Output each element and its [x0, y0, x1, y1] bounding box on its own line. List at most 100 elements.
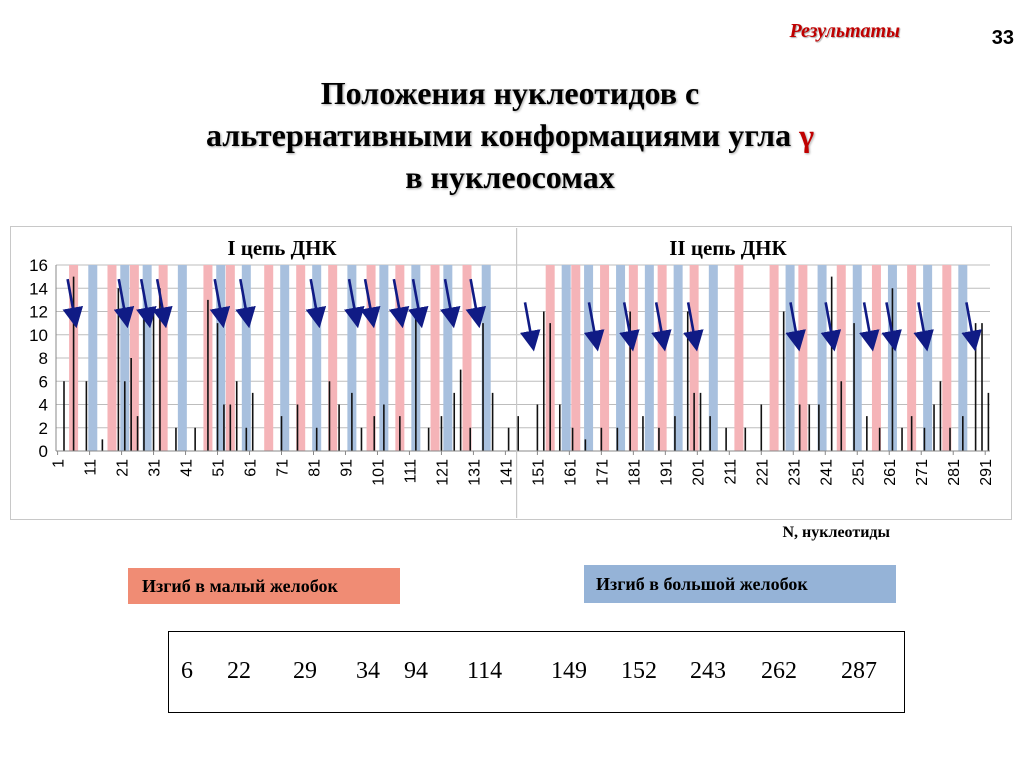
y-tick-label: 16 — [29, 256, 48, 275]
position-arrow — [820, 302, 842, 352]
major-groove-stripe — [177, 265, 187, 451]
data-bar — [962, 416, 964, 451]
data-bar — [699, 392, 702, 451]
position-arrow — [859, 302, 880, 352]
minor-groove-stripe — [628, 265, 638, 451]
x-tick-label: 131 — [466, 459, 483, 486]
position-value: 152 — [621, 658, 657, 684]
data-bar — [245, 427, 248, 451]
data-bar — [469, 427, 472, 451]
page-number: 33 — [991, 27, 1014, 49]
data-bar — [280, 416, 283, 451]
x-tick-label: 171 — [594, 459, 611, 486]
position-arrow — [360, 278, 381, 329]
data-bar — [558, 404, 561, 451]
data-bar — [693, 392, 695, 451]
data-bar — [949, 427, 951, 451]
y-tick-label: 8 — [39, 349, 48, 368]
major-groove-stripe — [216, 265, 226, 451]
x-tick-label: 81 — [306, 459, 323, 477]
data-bar — [709, 416, 711, 451]
minor-groove-stripe — [430, 265, 440, 451]
y-tick-label: 12 — [29, 303, 48, 322]
major-groove-stripe — [708, 265, 718, 451]
x-tick-label: 231 — [786, 459, 803, 486]
title-line-1: Положения нуклеотидов с — [320, 75, 700, 111]
data-bar — [981, 323, 983, 451]
data-bar — [933, 404, 935, 451]
data-bar — [853, 323, 855, 451]
position-arrow — [209, 278, 231, 329]
x-tick-label: 11 — [83, 459, 100, 476]
data-bar — [760, 404, 763, 451]
data-bar — [542, 311, 545, 451]
major-groove-stripe — [379, 265, 389, 451]
major-groove-stripe — [120, 265, 130, 451]
position-arrow — [344, 278, 365, 329]
x-tick-label: 51 — [211, 459, 228, 477]
data-bar — [782, 311, 785, 451]
data-bar — [63, 381, 65, 451]
minor-groove-stripe — [657, 265, 667, 451]
data-bar — [351, 392, 353, 451]
major-groove-stripe — [817, 265, 827, 451]
major-groove-stripe — [347, 265, 357, 451]
data-bar — [798, 404, 801, 451]
position-value: 34 — [356, 658, 380, 684]
data-bar — [101, 439, 104, 451]
minor-groove-stripe — [296, 265, 306, 451]
position-arrow — [152, 278, 173, 329]
major-groove-stripe — [443, 265, 453, 451]
major-groove-stripe — [785, 265, 795, 451]
major-groove-stripe — [142, 265, 152, 451]
major-groove-stripe — [312, 265, 322, 451]
data-bar — [482, 323, 484, 451]
data-bar — [629, 311, 631, 451]
position-value: 29 — [293, 658, 317, 684]
data-bar — [296, 404, 299, 451]
x-tick-label: 161 — [562, 459, 579, 486]
x-tick-label: 111 — [402, 459, 419, 483]
minor-groove-stripe — [129, 265, 139, 451]
gamma-symbol: γ — [799, 117, 815, 153]
data-bar — [642, 416, 644, 451]
position-arrow — [408, 278, 429, 329]
position-arrow — [619, 302, 640, 352]
data-bar — [136, 416, 139, 451]
position-arrow — [136, 278, 157, 329]
y-tick-label: 10 — [29, 326, 48, 345]
data-bar — [415, 311, 417, 451]
position-value: 262 — [761, 658, 797, 684]
minor-groove-stripe — [942, 265, 952, 451]
positions-table: 6 22 29 34 94 114 149 152 243 262 287 — [168, 631, 905, 713]
minor-groove-stripe — [571, 265, 581, 451]
position-arrow — [961, 302, 982, 352]
position-arrow — [305, 278, 327, 329]
title-line-3: в нуклеосомах — [405, 159, 615, 195]
data-bar — [338, 404, 340, 451]
data-bar — [830, 276, 833, 451]
data-bar — [130, 358, 132, 451]
position-value: 114 — [467, 658, 503, 684]
x-tick-label: 211 — [722, 459, 739, 485]
minor-groove-stripe — [107, 265, 117, 451]
x-tick-label: 281 — [946, 459, 963, 486]
position-arrow — [235, 278, 256, 329]
data-bar — [194, 427, 196, 451]
x-tick-label: 61 — [243, 459, 260, 477]
data-bar — [818, 404, 820, 451]
x-tick-label: 1 — [51, 459, 68, 468]
title-line-2: альтернативными конформациями угла γ — [60, 114, 960, 156]
legend-minor-groove: Изгиб в малый желобок — [128, 568, 400, 604]
x-tick-label: 221 — [754, 459, 771, 486]
position-value: 94 — [404, 658, 428, 684]
position-value: 287 — [841, 658, 877, 684]
minor-groove-stripe — [225, 265, 235, 451]
x-tick-label: 71 — [275, 459, 292, 477]
data-bar — [315, 427, 318, 451]
panel-label-strand-2: II цепь ДНК — [669, 236, 787, 260]
minor-groove-stripe — [798, 265, 808, 451]
title-line-2-text: альтернативными конформациями угла — [205, 117, 792, 153]
data-bar — [536, 404, 539, 451]
data-bar — [143, 311, 145, 451]
